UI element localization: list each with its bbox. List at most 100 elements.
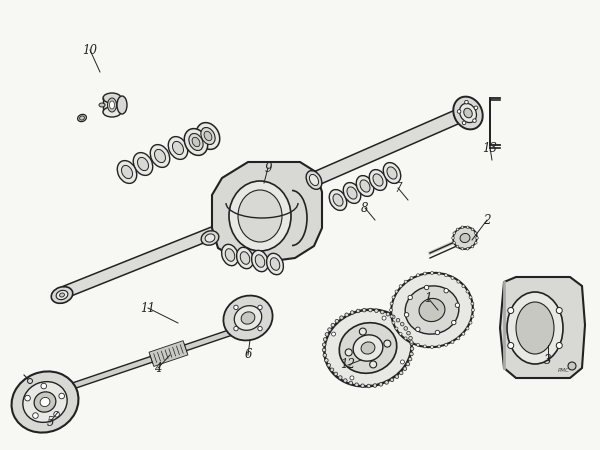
Circle shape (431, 346, 433, 348)
Circle shape (54, 411, 59, 417)
Text: 7: 7 (394, 181, 402, 194)
Ellipse shape (204, 131, 212, 141)
Circle shape (456, 228, 459, 231)
Circle shape (407, 331, 410, 335)
Text: 1: 1 (424, 292, 432, 305)
Ellipse shape (460, 104, 476, 122)
Circle shape (416, 327, 420, 332)
Ellipse shape (225, 249, 235, 261)
Ellipse shape (196, 122, 220, 149)
Ellipse shape (77, 114, 86, 122)
Circle shape (444, 288, 448, 293)
Circle shape (345, 349, 352, 356)
Ellipse shape (236, 248, 253, 269)
Ellipse shape (205, 234, 215, 242)
Ellipse shape (369, 170, 387, 190)
Circle shape (390, 315, 393, 318)
Circle shape (359, 328, 367, 335)
Circle shape (461, 248, 464, 250)
Circle shape (386, 312, 390, 316)
Circle shape (399, 285, 402, 288)
Circle shape (452, 320, 456, 325)
Circle shape (445, 343, 448, 346)
Ellipse shape (221, 244, 238, 266)
Ellipse shape (507, 292, 563, 364)
Ellipse shape (360, 180, 370, 192)
Circle shape (258, 326, 262, 331)
Ellipse shape (325, 310, 412, 387)
Circle shape (340, 316, 343, 320)
Circle shape (399, 332, 402, 335)
Circle shape (410, 341, 413, 343)
Text: 4: 4 (154, 361, 162, 374)
Circle shape (400, 360, 404, 364)
Circle shape (416, 274, 419, 277)
Circle shape (424, 345, 427, 348)
Circle shape (325, 359, 328, 362)
Circle shape (395, 375, 398, 378)
Circle shape (384, 340, 391, 347)
Circle shape (400, 371, 403, 375)
Circle shape (382, 316, 386, 320)
Text: 10: 10 (83, 44, 97, 57)
Ellipse shape (11, 371, 79, 432)
Ellipse shape (34, 392, 56, 412)
Circle shape (406, 362, 410, 366)
Circle shape (451, 341, 454, 343)
Circle shape (349, 381, 353, 385)
Ellipse shape (56, 290, 68, 300)
Ellipse shape (40, 397, 50, 406)
Text: 6: 6 (244, 348, 252, 361)
Text: 2: 2 (483, 213, 491, 226)
Circle shape (508, 342, 514, 348)
Circle shape (323, 353, 326, 357)
Text: 8: 8 (361, 202, 369, 215)
Circle shape (431, 271, 433, 274)
Circle shape (404, 327, 407, 330)
Ellipse shape (343, 183, 361, 203)
Circle shape (471, 315, 474, 318)
Ellipse shape (184, 129, 208, 155)
Circle shape (344, 379, 347, 382)
Text: PMC: PMC (558, 368, 570, 373)
Circle shape (234, 326, 238, 331)
Circle shape (392, 296, 395, 299)
Text: 13: 13 (482, 141, 497, 154)
Text: 5: 5 (46, 415, 54, 428)
Circle shape (462, 332, 465, 335)
Ellipse shape (99, 103, 105, 107)
Ellipse shape (383, 162, 401, 184)
Circle shape (331, 324, 335, 327)
Circle shape (368, 308, 372, 312)
Polygon shape (54, 327, 239, 395)
Circle shape (410, 342, 413, 345)
Circle shape (462, 285, 465, 288)
Circle shape (400, 322, 404, 326)
Ellipse shape (391, 273, 473, 347)
Circle shape (437, 345, 440, 348)
Circle shape (322, 348, 326, 352)
Ellipse shape (229, 181, 291, 251)
Circle shape (389, 309, 392, 311)
Circle shape (32, 413, 38, 419)
Circle shape (28, 378, 32, 383)
Circle shape (556, 307, 562, 314)
Polygon shape (63, 226, 217, 297)
Circle shape (332, 332, 335, 336)
Polygon shape (149, 341, 188, 366)
Circle shape (325, 333, 329, 336)
Circle shape (472, 309, 475, 311)
Circle shape (361, 384, 364, 387)
Circle shape (396, 319, 400, 322)
Ellipse shape (387, 167, 397, 179)
Circle shape (350, 310, 354, 314)
Circle shape (322, 343, 326, 346)
Circle shape (330, 368, 334, 372)
Text: 11: 11 (140, 302, 155, 315)
Circle shape (469, 296, 472, 299)
Circle shape (355, 383, 358, 387)
Polygon shape (305, 106, 471, 189)
Circle shape (410, 347, 414, 351)
Ellipse shape (234, 306, 262, 330)
Circle shape (59, 393, 64, 399)
